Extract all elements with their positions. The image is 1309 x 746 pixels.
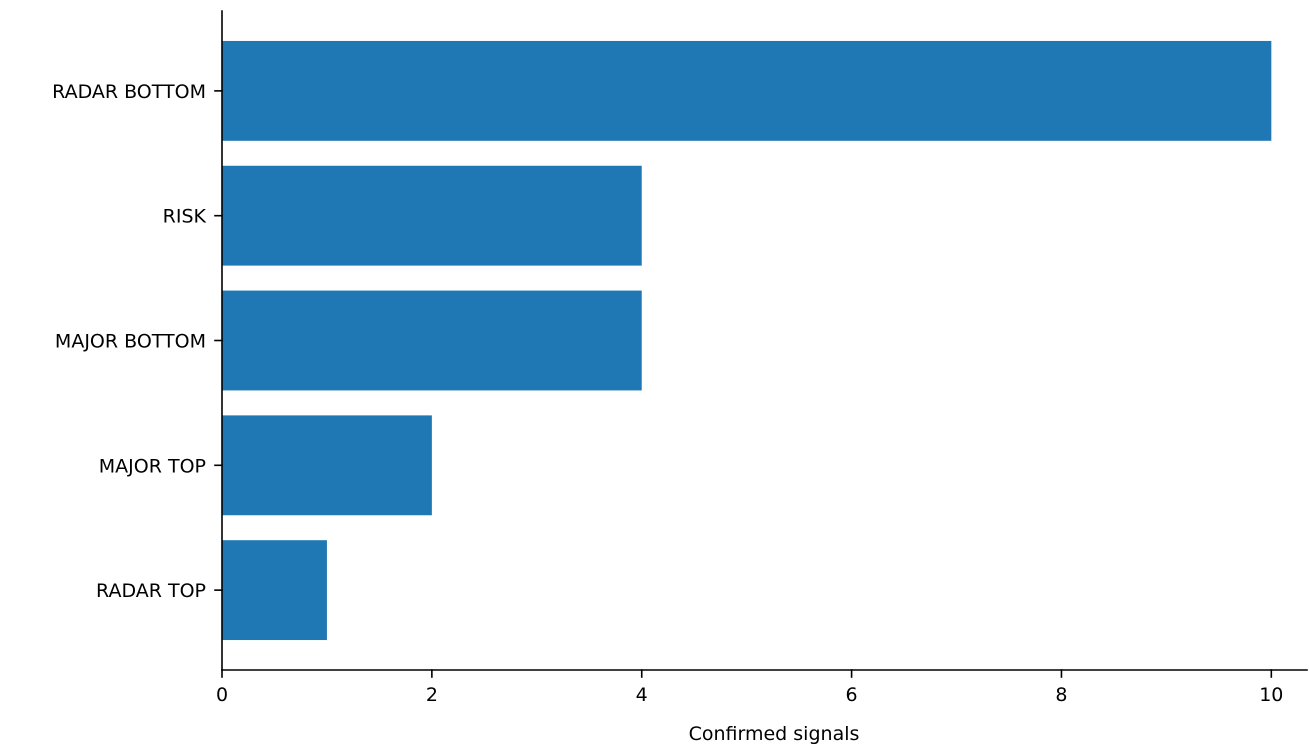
bar-major-bottom [222,290,642,391]
bar-major-top [222,415,432,516]
ticks: 0 2 4 6 8 10 RADAR TOP MAJOR TOP MAJOR BOTTOM RIS… [52,81,1283,706]
bar-risk [222,165,642,266]
x-tick-label: 2 [426,684,438,706]
y-tick-label: RISK [163,206,207,228]
x-axis-title: Confirmed signals [689,723,860,745]
y-tick-label: RADAR TOP [96,580,206,602]
bars [222,40,1272,641]
x-tick-label: 0 [216,684,228,706]
bar-radar-bottom [222,40,1272,141]
x-tick-label: 6 [846,684,858,706]
x-tick-label: 10 [1259,684,1283,706]
y-tick-label: MAJOR BOTTOM [55,331,206,353]
x-tick-label: 4 [636,684,648,706]
x-tick-label: 8 [1055,684,1067,706]
y-tick-label: MAJOR TOP [99,455,206,477]
bar-radar-top [222,540,327,641]
y-tick-label: RADAR BOTTOM [52,81,206,103]
